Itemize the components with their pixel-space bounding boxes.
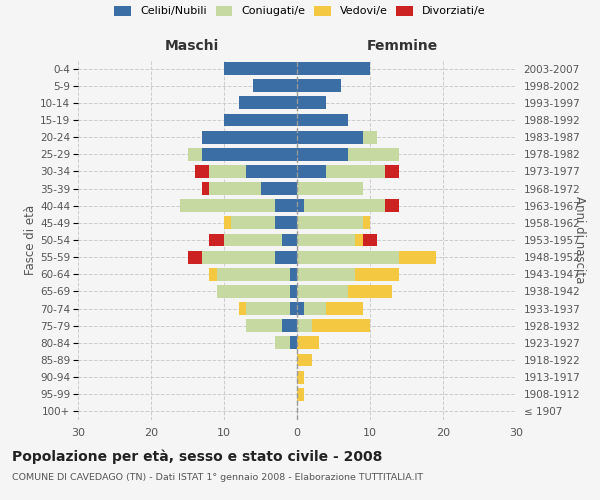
Bar — [297, 250, 399, 264]
Bar — [224, 234, 283, 246]
Bar — [290, 302, 297, 315]
Bar — [297, 182, 362, 195]
Bar — [297, 234, 355, 246]
Bar — [275, 336, 290, 349]
Bar — [253, 80, 297, 92]
Bar — [297, 354, 311, 366]
Bar — [290, 285, 297, 298]
Bar — [246, 302, 290, 315]
Bar — [188, 148, 202, 160]
Bar — [297, 320, 311, 332]
Bar — [297, 80, 341, 92]
Bar — [297, 302, 304, 315]
Text: Femmine: Femmine — [367, 39, 438, 53]
Bar — [385, 165, 399, 178]
Bar — [260, 182, 297, 195]
Bar — [246, 320, 283, 332]
Bar — [355, 268, 399, 280]
Bar — [304, 302, 326, 315]
Bar — [195, 165, 209, 178]
Bar — [217, 268, 290, 280]
Bar — [297, 96, 326, 110]
Bar — [362, 234, 377, 246]
Text: Popolazione per età, sesso e stato civile - 2008: Popolazione per età, sesso e stato civil… — [12, 450, 382, 464]
Bar — [326, 165, 385, 178]
Bar — [399, 250, 436, 264]
Bar — [297, 200, 304, 212]
Bar — [290, 336, 297, 349]
Bar — [246, 165, 297, 178]
Bar — [297, 370, 304, 384]
Bar — [362, 130, 377, 143]
Bar — [362, 216, 370, 230]
Bar — [239, 96, 297, 110]
Bar — [202, 130, 297, 143]
Bar — [275, 216, 297, 230]
Bar — [297, 285, 348, 298]
Bar — [209, 234, 224, 246]
Bar — [224, 62, 297, 75]
Bar — [202, 148, 297, 160]
Bar — [224, 216, 232, 230]
Bar — [297, 388, 304, 400]
Bar — [348, 148, 399, 160]
Bar — [348, 285, 392, 298]
Bar — [217, 285, 290, 298]
Bar — [209, 165, 246, 178]
Bar — [297, 336, 319, 349]
Bar — [297, 62, 370, 75]
Bar — [188, 250, 202, 264]
Bar — [239, 302, 246, 315]
Text: COMUNE DI CAVEDAGO (TN) - Dati ISTAT 1° gennaio 2008 - Elaborazione TUTTITALIA.I: COMUNE DI CAVEDAGO (TN) - Dati ISTAT 1° … — [12, 472, 423, 482]
Bar — [283, 234, 297, 246]
Y-axis label: Fasce di età: Fasce di età — [25, 205, 37, 275]
Bar — [209, 182, 260, 195]
Text: Maschi: Maschi — [165, 39, 219, 53]
Bar — [209, 268, 217, 280]
Bar — [275, 200, 297, 212]
Bar — [355, 234, 362, 246]
Bar — [283, 320, 297, 332]
Bar — [275, 250, 297, 264]
Bar — [304, 200, 385, 212]
Bar — [311, 320, 370, 332]
Legend: Celibi/Nubili, Coniugati/e, Vedovi/e, Divorziati/e: Celibi/Nubili, Coniugati/e, Vedovi/e, Di… — [115, 6, 485, 16]
Bar — [297, 268, 355, 280]
Bar — [232, 216, 275, 230]
Bar — [385, 200, 399, 212]
Bar — [290, 268, 297, 280]
Bar — [297, 114, 348, 126]
Bar — [180, 200, 275, 212]
Bar — [297, 165, 326, 178]
Bar — [224, 114, 297, 126]
Bar — [297, 148, 348, 160]
Bar — [297, 216, 362, 230]
Bar — [326, 302, 362, 315]
Bar — [202, 182, 209, 195]
Bar — [297, 130, 362, 143]
Bar — [202, 250, 275, 264]
Y-axis label: Anni di nascita: Anni di nascita — [573, 196, 586, 284]
